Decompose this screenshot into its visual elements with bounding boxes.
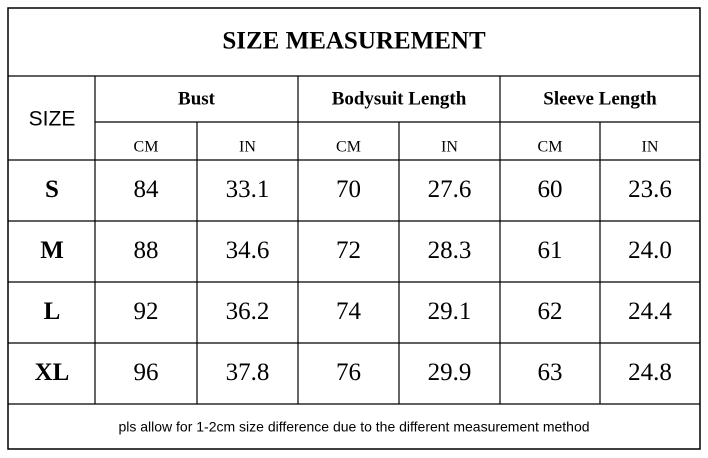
- cell-value: 76: [336, 359, 361, 386]
- group-header: Bodysuit Length: [332, 88, 467, 109]
- cell-value: 36.2: [226, 298, 270, 325]
- cell-value: 33.1: [226, 176, 270, 203]
- cell-value: 29.1: [428, 298, 472, 325]
- cell-value: 37.8: [226, 359, 270, 386]
- cell-value: 84: [134, 176, 160, 203]
- cell-value: 70: [336, 176, 361, 203]
- outer-border: [7, 7, 701, 450]
- cell-value: 29.9: [428, 359, 472, 386]
- cell-value: 63: [538, 359, 563, 386]
- cell-value: 60: [538, 176, 563, 203]
- cell-value: 88: [134, 237, 159, 264]
- cell-value: 24.4: [628, 298, 672, 325]
- grid: [8, 75, 700, 405]
- cell-value: 23.6: [628, 176, 672, 203]
- cell-value: 28.3: [428, 237, 472, 264]
- size-header: SIZE: [29, 108, 76, 131]
- unit-header: IN: [642, 139, 659, 156]
- unit-header: CM: [134, 139, 159, 156]
- size-label: S: [45, 176, 59, 203]
- unit-header: IN: [239, 139, 256, 156]
- cell-value: 24.0: [628, 237, 672, 264]
- size-label: M: [40, 237, 64, 264]
- unit-header: CM: [336, 139, 361, 156]
- cell-value: 24.8: [628, 359, 672, 386]
- group-header: Bust: [178, 88, 216, 109]
- size-label: XL: [35, 359, 70, 386]
- unit-header: IN: [441, 139, 458, 156]
- cell-value: 92: [134, 298, 159, 325]
- size-label: L: [44, 298, 61, 325]
- group-header: Sleeve Length: [543, 88, 657, 109]
- footer-note: pls allow for 1-2cm size difference due …: [118, 419, 589, 435]
- cell-value: 27.6: [428, 176, 472, 203]
- cell-value: 96: [134, 359, 159, 386]
- title: SIZE MEASUREMENT: [222, 28, 486, 55]
- unit-header: CM: [538, 139, 563, 156]
- cell-value: 74: [336, 298, 362, 325]
- cell-value: 62: [538, 298, 563, 325]
- cell-value: 34.6: [226, 237, 270, 264]
- cell-value: 61: [538, 237, 563, 264]
- cell-value: 72: [336, 237, 361, 264]
